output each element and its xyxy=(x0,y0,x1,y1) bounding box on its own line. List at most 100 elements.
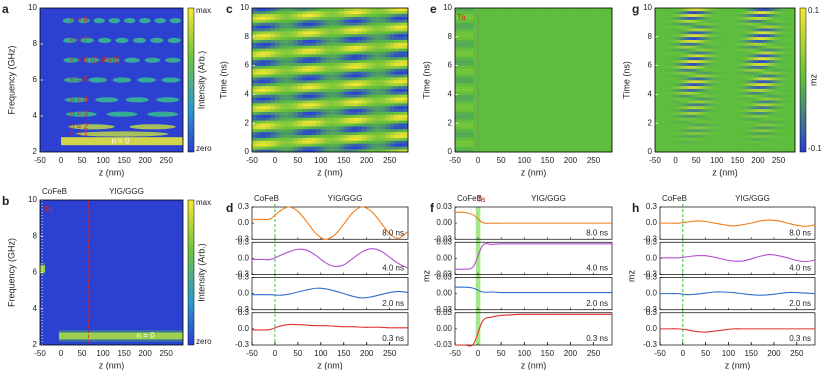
map-cell xyxy=(659,63,663,66)
map-cell xyxy=(483,74,488,77)
map-cell xyxy=(655,14,659,17)
panel-label: f xyxy=(430,201,435,215)
map-cell xyxy=(754,103,758,106)
map-cell xyxy=(520,126,525,129)
map-cell xyxy=(696,115,700,118)
map-cell xyxy=(403,86,408,89)
map-cell xyxy=(339,126,344,129)
map-cell xyxy=(293,68,298,71)
map-cell xyxy=(680,112,684,115)
map-cell xyxy=(376,97,381,100)
map-cell xyxy=(380,109,385,112)
map-cell xyxy=(312,74,317,77)
map-cell xyxy=(524,54,529,57)
map-cell xyxy=(501,83,506,86)
map-cell xyxy=(598,51,603,54)
map-cell xyxy=(394,51,399,54)
y-tick-label: 6 xyxy=(245,61,250,70)
map-cell xyxy=(603,28,608,31)
map-cell xyxy=(589,143,594,146)
map-cell xyxy=(704,132,708,135)
map-cell xyxy=(561,92,566,95)
map-cell xyxy=(729,140,733,143)
map-cell xyxy=(497,17,502,20)
map-cell xyxy=(390,138,395,141)
map-cell xyxy=(257,94,262,97)
map-cell xyxy=(547,57,552,60)
mode-lobe xyxy=(129,124,175,129)
map-cell xyxy=(284,25,289,28)
map-cell xyxy=(607,68,612,71)
map-cell xyxy=(266,51,271,54)
map-cell xyxy=(733,22,737,25)
map-cell xyxy=(684,40,688,43)
map-cell xyxy=(353,43,358,46)
map-cell xyxy=(713,126,717,129)
map-cell xyxy=(362,83,367,86)
map-cell xyxy=(566,63,571,66)
map-cell xyxy=(353,97,358,100)
map-cell xyxy=(692,48,696,51)
map-cell xyxy=(659,77,663,80)
map-cell xyxy=(266,17,271,20)
x-tick-label: 100 xyxy=(314,156,328,165)
map-cell xyxy=(293,109,298,112)
map-cell xyxy=(589,138,594,141)
map-cell xyxy=(552,68,557,71)
map-cell xyxy=(478,40,483,43)
map-cell xyxy=(270,71,275,74)
map-cell xyxy=(275,77,280,80)
map-cell xyxy=(252,77,257,80)
map-cell xyxy=(399,92,404,95)
map-cell xyxy=(754,48,758,51)
map-cell xyxy=(534,109,539,112)
map-cell xyxy=(335,123,340,126)
map-cell xyxy=(680,66,684,69)
map-cell xyxy=(520,115,525,118)
map-cell xyxy=(704,66,708,69)
map-cell xyxy=(589,140,594,143)
map-cell xyxy=(501,51,506,54)
map-cell xyxy=(330,120,335,123)
map-cell xyxy=(492,80,497,83)
map-cell xyxy=(547,103,552,106)
map-cell xyxy=(330,31,335,34)
map-cell xyxy=(506,94,511,97)
x-tick-label: 0 xyxy=(273,349,278,358)
map-cell xyxy=(575,22,580,25)
map-cell xyxy=(524,143,529,146)
map-cell xyxy=(302,138,307,141)
map-cell xyxy=(257,80,262,83)
map-cell xyxy=(478,106,483,109)
map-cell xyxy=(667,123,671,126)
map-cell xyxy=(376,129,381,132)
map-cell xyxy=(257,83,262,86)
map-cell xyxy=(390,103,395,106)
map-cell xyxy=(580,86,585,89)
map-cell xyxy=(362,22,367,25)
map-cell xyxy=(399,34,404,37)
map-cell xyxy=(380,11,385,14)
map-cell xyxy=(293,94,298,97)
map-cell xyxy=(394,77,399,80)
map-cell xyxy=(704,57,708,60)
map-cell xyxy=(464,54,469,57)
map-cell xyxy=(680,8,684,11)
map-cell xyxy=(275,11,280,14)
map-cell xyxy=(607,80,612,83)
map-cell xyxy=(483,143,488,146)
map-cell xyxy=(737,11,741,14)
map-cell xyxy=(270,8,275,11)
map-cell xyxy=(275,117,280,120)
map-cell xyxy=(280,115,285,118)
map-cell xyxy=(307,92,312,95)
map-cell xyxy=(469,129,474,132)
map-cell xyxy=(598,20,603,23)
map-cell xyxy=(497,126,502,129)
map-cell xyxy=(515,51,520,54)
map-cell xyxy=(676,89,680,92)
map-cell xyxy=(380,48,385,51)
map-cell xyxy=(663,20,667,23)
map-cell xyxy=(704,143,708,146)
map-cell xyxy=(598,135,603,138)
